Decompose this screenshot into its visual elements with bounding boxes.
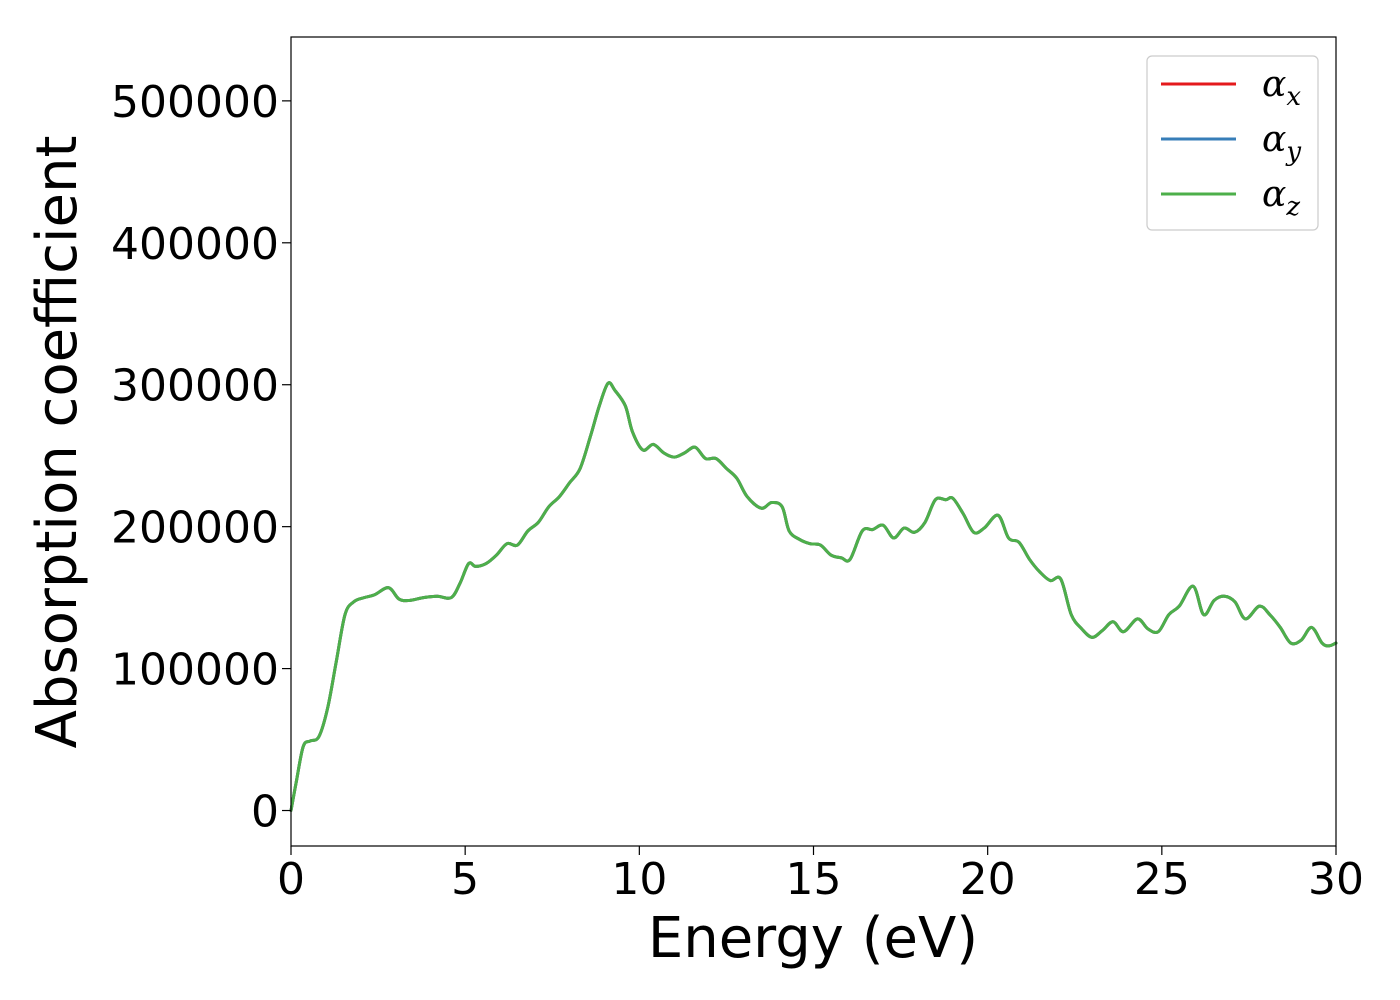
series-line-x	[289, 381, 1338, 813]
y-axis-title: Absorption coefficient	[25, 136, 90, 749]
y-tick-label: 400000	[111, 219, 279, 270]
series-line-y	[289, 381, 1338, 813]
y-tick-label: 0	[251, 787, 279, 838]
legend-label-z: αz	[1262, 174, 1300, 222]
x-tick-label: 15	[786, 854, 842, 905]
x-tick-label: 30	[1308, 854, 1364, 905]
legend-box	[1146, 55, 1319, 231]
series-line-z	[289, 381, 1338, 813]
y-tick-label: 300000	[111, 361, 279, 412]
y-tick-label: 500000	[111, 77, 279, 128]
x-tick-label: 10	[611, 854, 667, 905]
x-tick-label: 5	[451, 854, 479, 905]
y-tick-label: 100000	[111, 645, 279, 696]
x-tick-label: 25	[1134, 854, 1190, 905]
y-tick-label: 200000	[111, 503, 279, 554]
y-axis-ticks: 0 100000 200000 300000 400000 500000	[111, 77, 291, 838]
series-layer	[289, 381, 1338, 813]
x-tick-label: 20	[960, 854, 1016, 905]
x-axis-ticks: 0 5 10 15 20 25 30	[277, 846, 1364, 905]
x-tick-label: 0	[277, 854, 305, 905]
x-axis-title: Energy (eV)	[648, 906, 978, 971]
